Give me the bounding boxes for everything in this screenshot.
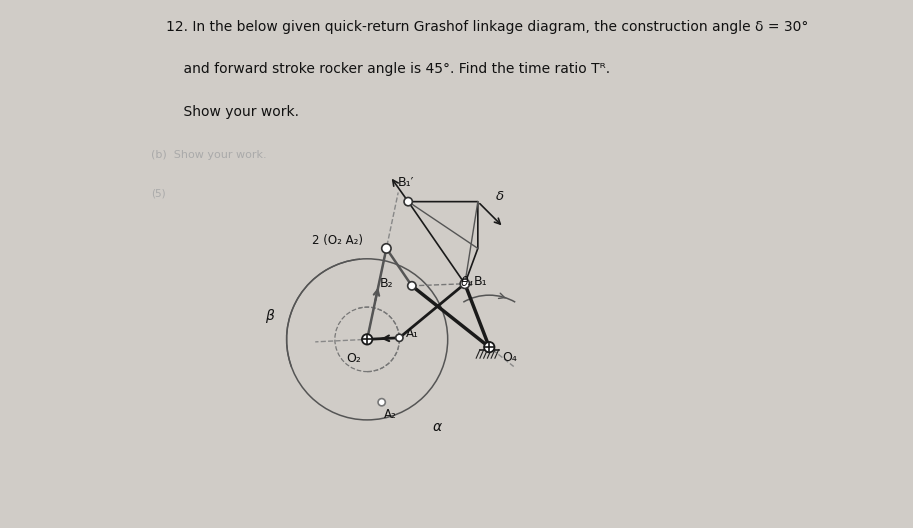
Text: Show your work.: Show your work.	[166, 105, 299, 119]
Text: B₁: B₁	[474, 275, 488, 288]
Circle shape	[382, 244, 391, 253]
Text: A₁: A₁	[405, 327, 418, 340]
Text: (b)  Show your work.: (b) Show your work.	[152, 149, 268, 159]
Text: α: α	[432, 420, 441, 434]
Circle shape	[460, 279, 469, 288]
Text: θ₄: θ₄	[461, 276, 473, 289]
Text: 12. In the below given quick-return Grashof linkage diagram, the construction an: 12. In the below given quick-return Gras…	[166, 20, 808, 34]
Circle shape	[378, 399, 385, 406]
Text: A₂: A₂	[384, 409, 397, 421]
Circle shape	[362, 334, 373, 345]
Text: and forward stroke rocker angle is 45°. Find the time ratio Tᴿ.: and forward stroke rocker angle is 45°. …	[166, 62, 610, 77]
Text: 2 (O₂ A₂): 2 (O₂ A₂)	[312, 234, 363, 247]
Text: (5): (5)	[152, 188, 166, 199]
Circle shape	[404, 197, 413, 206]
Text: B₁′: B₁′	[397, 176, 414, 188]
Circle shape	[484, 342, 495, 352]
Text: β: β	[265, 309, 274, 323]
Text: O₂: O₂	[346, 352, 361, 365]
Text: δ: δ	[496, 190, 504, 203]
Circle shape	[395, 334, 403, 342]
Text: B₂: B₂	[380, 277, 394, 290]
Text: O₄: O₄	[502, 351, 517, 364]
Circle shape	[408, 281, 416, 290]
